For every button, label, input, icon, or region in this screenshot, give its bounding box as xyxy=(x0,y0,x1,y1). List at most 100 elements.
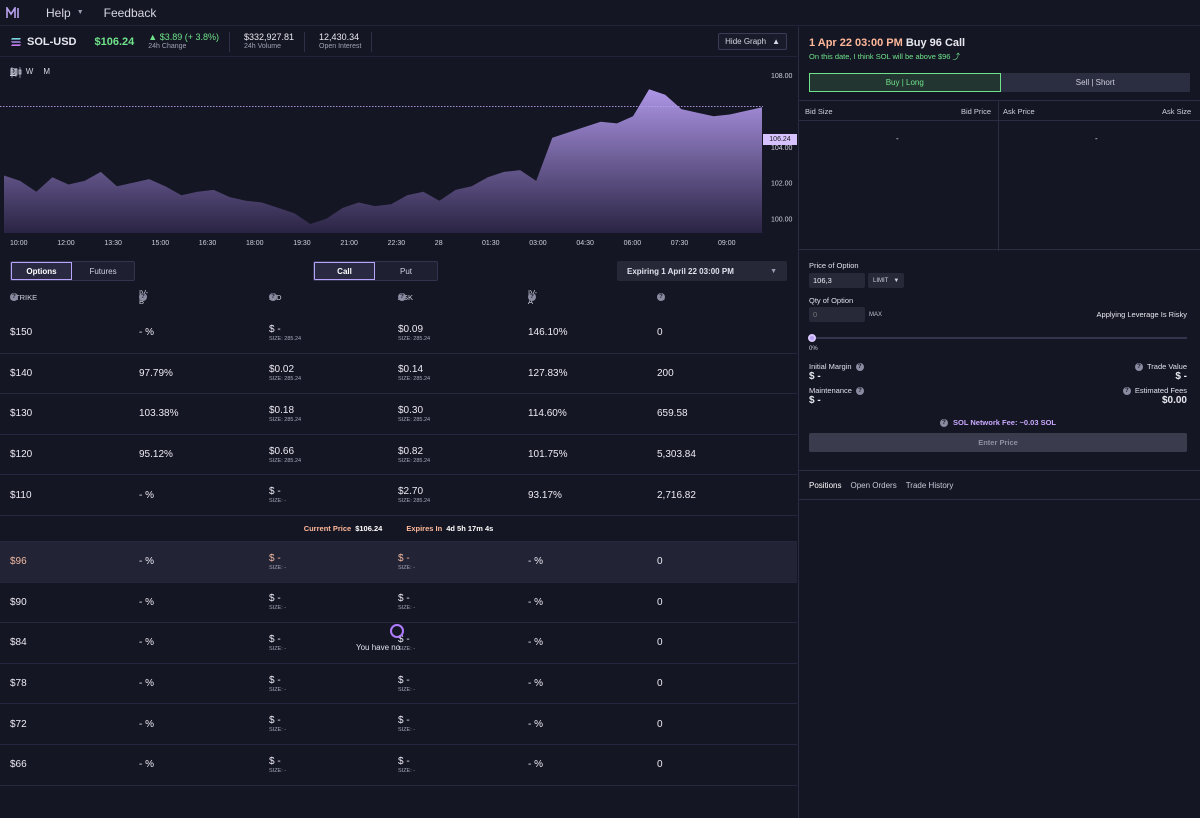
table-row[interactable]: $66- % $ - SIZE: - $ - SIZE: -- % 0 xyxy=(0,745,797,786)
loading-icon xyxy=(390,624,404,638)
timeframe-month[interactable]: M xyxy=(43,67,51,76)
ivb-value: - % xyxy=(139,556,154,568)
help-icon[interactable]: ? xyxy=(855,386,864,395)
ask-cell[interactable]: $ - SIZE: - xyxy=(398,704,415,744)
bid-size: SIZE: - xyxy=(269,686,287,693)
table-row[interactable]: $140 97.79% $0.02 SIZE: 285.24 $0.14 SIZE: 28… xyxy=(0,354,797,395)
order-panel: 1 Apr 22 03:00 PM Buy 96 Call On this da… xyxy=(798,27,1200,818)
candlestick-icon[interactable] xyxy=(10,67,22,78)
help-icon[interactable]: ? xyxy=(1122,386,1131,395)
ask-size: SIZE: 285.24 xyxy=(398,335,431,342)
ask-cell[interactable]: $ - SIZE: - xyxy=(398,542,415,582)
buy-long-button[interactable]: Buy | Long xyxy=(809,73,1001,92)
current-price-label: Current Price xyxy=(303,523,352,533)
feedback-label: Feedback xyxy=(103,5,157,20)
ask-cell[interactable]: $ - SIZE: - xyxy=(398,664,415,704)
bid-cell[interactable]: $0.18 SIZE: 285.24 xyxy=(269,394,301,434)
tab-trade-history[interactable]: Trade History xyxy=(905,480,954,490)
table-row[interactable]: $90- % $ - SIZE: - $ - SIZE: -- % 0 xyxy=(0,583,797,624)
change-value: $3.89 (+ 3.8%) xyxy=(159,31,219,42)
bid-cell[interactable]: $ - SIZE: - xyxy=(269,664,286,704)
bid-cell[interactable]: $ - SIZE: - xyxy=(269,583,286,623)
help-menu[interactable]: Help ▼ xyxy=(46,6,84,20)
oi-cell: 0 xyxy=(657,313,663,353)
bid-cell[interactable]: $ - SIZE: - xyxy=(269,542,286,582)
expiry-select[interactable]: Expiring 1 April 22 03:00 PM ▼ xyxy=(617,261,787,281)
help-icon[interactable]: ? xyxy=(939,418,948,427)
ticker-bar: SOL-USD $106.24 ▲ $3.89 (+ 3.8%) 24h Cha… xyxy=(0,27,797,57)
sell-short-button[interactable]: Sell | Short xyxy=(1000,73,1190,92)
network-fee-text: SOL Network Fee: ~0.03 SOL xyxy=(952,418,1057,427)
ask-cell[interactable]: $ - SIZE: - xyxy=(398,583,415,623)
iva-cell: 114.60% xyxy=(528,394,567,434)
hide-graph-button[interactable]: Hide Graph ▲ xyxy=(718,33,787,50)
tab-positions[interactable]: Positions xyxy=(809,480,842,490)
ask-cell[interactable]: $2.70 SIZE: 285.24 xyxy=(398,475,430,515)
strike-cell: $90 xyxy=(10,583,27,623)
help-icon[interactable]: ? xyxy=(10,293,18,301)
table-row[interactable]: $110 - % $ - SIZE: - $2.70 SIZE: 285.24 93.17%… xyxy=(0,475,797,516)
tab-open-orders[interactable]: Open Orders xyxy=(850,480,897,490)
slider-track xyxy=(809,337,1187,339)
help-icon[interactable]: ? xyxy=(269,293,277,301)
tab-put[interactable]: Put xyxy=(400,266,413,276)
ask-cell[interactable]: $0.82 SIZE: 285.24 xyxy=(398,435,430,475)
help-icon[interactable]: ? xyxy=(855,362,864,371)
bid-size: SIZE: 285.24 xyxy=(269,376,302,383)
price-chart[interactable]: 108.00 104.00 102.00 100.00 10:00 12:00 13:30… xyxy=(0,57,797,253)
iva-value: 93.17% xyxy=(528,489,562,501)
oi-cell: 0 xyxy=(657,623,663,663)
feedback-link[interactable]: Feedback xyxy=(104,6,157,20)
header-iva-label: IV-A xyxy=(528,288,538,306)
ivb-value: - % xyxy=(139,596,154,608)
bid-cell[interactable]: $ - SIZE: - xyxy=(269,475,286,515)
tab-options[interactable]: Options xyxy=(11,262,73,280)
order-type-select[interactable]: LIMIT ▼ xyxy=(868,273,905,288)
logo[interactable] xyxy=(0,0,26,26)
table-row[interactable]: $120 95.12% $0.66 SIZE: 285.24 $0.82 SIZE: 28… xyxy=(0,435,797,476)
help-icon[interactable]: ? xyxy=(139,293,147,301)
table-row[interactable]: $96- % $ - SIZE: - $ - SIZE: -- % 0 xyxy=(0,541,797,583)
iva-cell: - % xyxy=(528,704,543,744)
ask-cell[interactable]: $ - SIZE: - xyxy=(398,745,415,785)
table-row[interactable]: $84- % $ - SIZE: - $ - SIZE: -- % 0 xyxy=(0,623,797,664)
bid-cell[interactable]: $ - SIZE: 285.24 xyxy=(269,313,301,353)
table-row[interactable]: $78- % $ - SIZE: - $ - SIZE: -- % 0 xyxy=(0,664,797,705)
ask-cell[interactable]: $0.09 SIZE: 285.24 xyxy=(398,313,430,353)
table-row[interactable]: $72- % $ - SIZE: - $ - SIZE: -- % 0 xyxy=(0,704,797,745)
max-button[interactable]: MAX xyxy=(869,311,883,318)
oi-value: 200 xyxy=(657,367,674,379)
timeframe-week[interactable]: W xyxy=(25,67,34,76)
x-tick-label: 10:00 xyxy=(10,240,28,247)
help-icon[interactable]: ? xyxy=(657,293,665,301)
table-row[interactable]: $150- % $ - SIZE: 285.24 $0.09 SIZE: 285.24 1… xyxy=(0,313,797,354)
strike-value: $66 xyxy=(10,759,27,771)
help-icon[interactable]: ? xyxy=(1134,362,1143,371)
leverage-slider[interactable] xyxy=(808,332,1187,346)
help-icon[interactable]: ? xyxy=(528,293,536,301)
triangle-up-icon: ▲ xyxy=(148,31,160,42)
oi-label: Open Interest xyxy=(319,42,362,50)
bid-value: $ - xyxy=(269,593,281,605)
bid-cell[interactable]: $0.02 SIZE: 285.24 xyxy=(269,354,301,394)
help-icon[interactable]: ? xyxy=(398,293,406,301)
bid-cell[interactable]: $0.66 SIZE: 285.24 xyxy=(269,435,301,475)
price-input[interactable] xyxy=(809,273,865,288)
tab-futures[interactable]: Futures xyxy=(89,266,117,276)
bid-cell[interactable]: $ - SIZE: - xyxy=(269,745,286,785)
oi-cell: 0 xyxy=(657,745,663,785)
oi-value: 5,303.84 xyxy=(657,449,696,461)
ask-cell[interactable]: $0.14 SIZE: 285.24 xyxy=(398,354,430,394)
tab-call[interactable]: Call xyxy=(314,262,376,280)
ask-size: SIZE: 285.24 xyxy=(398,498,431,505)
bid-cell[interactable]: $ - SIZE: - xyxy=(269,623,286,663)
slider-handle[interactable] xyxy=(808,334,816,342)
qty-input[interactable] xyxy=(809,307,865,322)
strike-value: $130 xyxy=(10,408,33,420)
bid-cell[interactable]: $ - SIZE: - xyxy=(269,704,286,744)
x-tick-label: 18:00 xyxy=(246,240,264,247)
enter-price-button[interactable]: Enter Price xyxy=(809,433,1187,452)
table-row[interactable]: $130 103.38% $0.18 SIZE: 285.24 $0.30 SIZE: 2… xyxy=(0,394,797,435)
ask-cell[interactable]: $ - SIZE: - xyxy=(398,623,415,663)
ask-cell[interactable]: $0.30 SIZE: 285.24 xyxy=(398,394,430,434)
